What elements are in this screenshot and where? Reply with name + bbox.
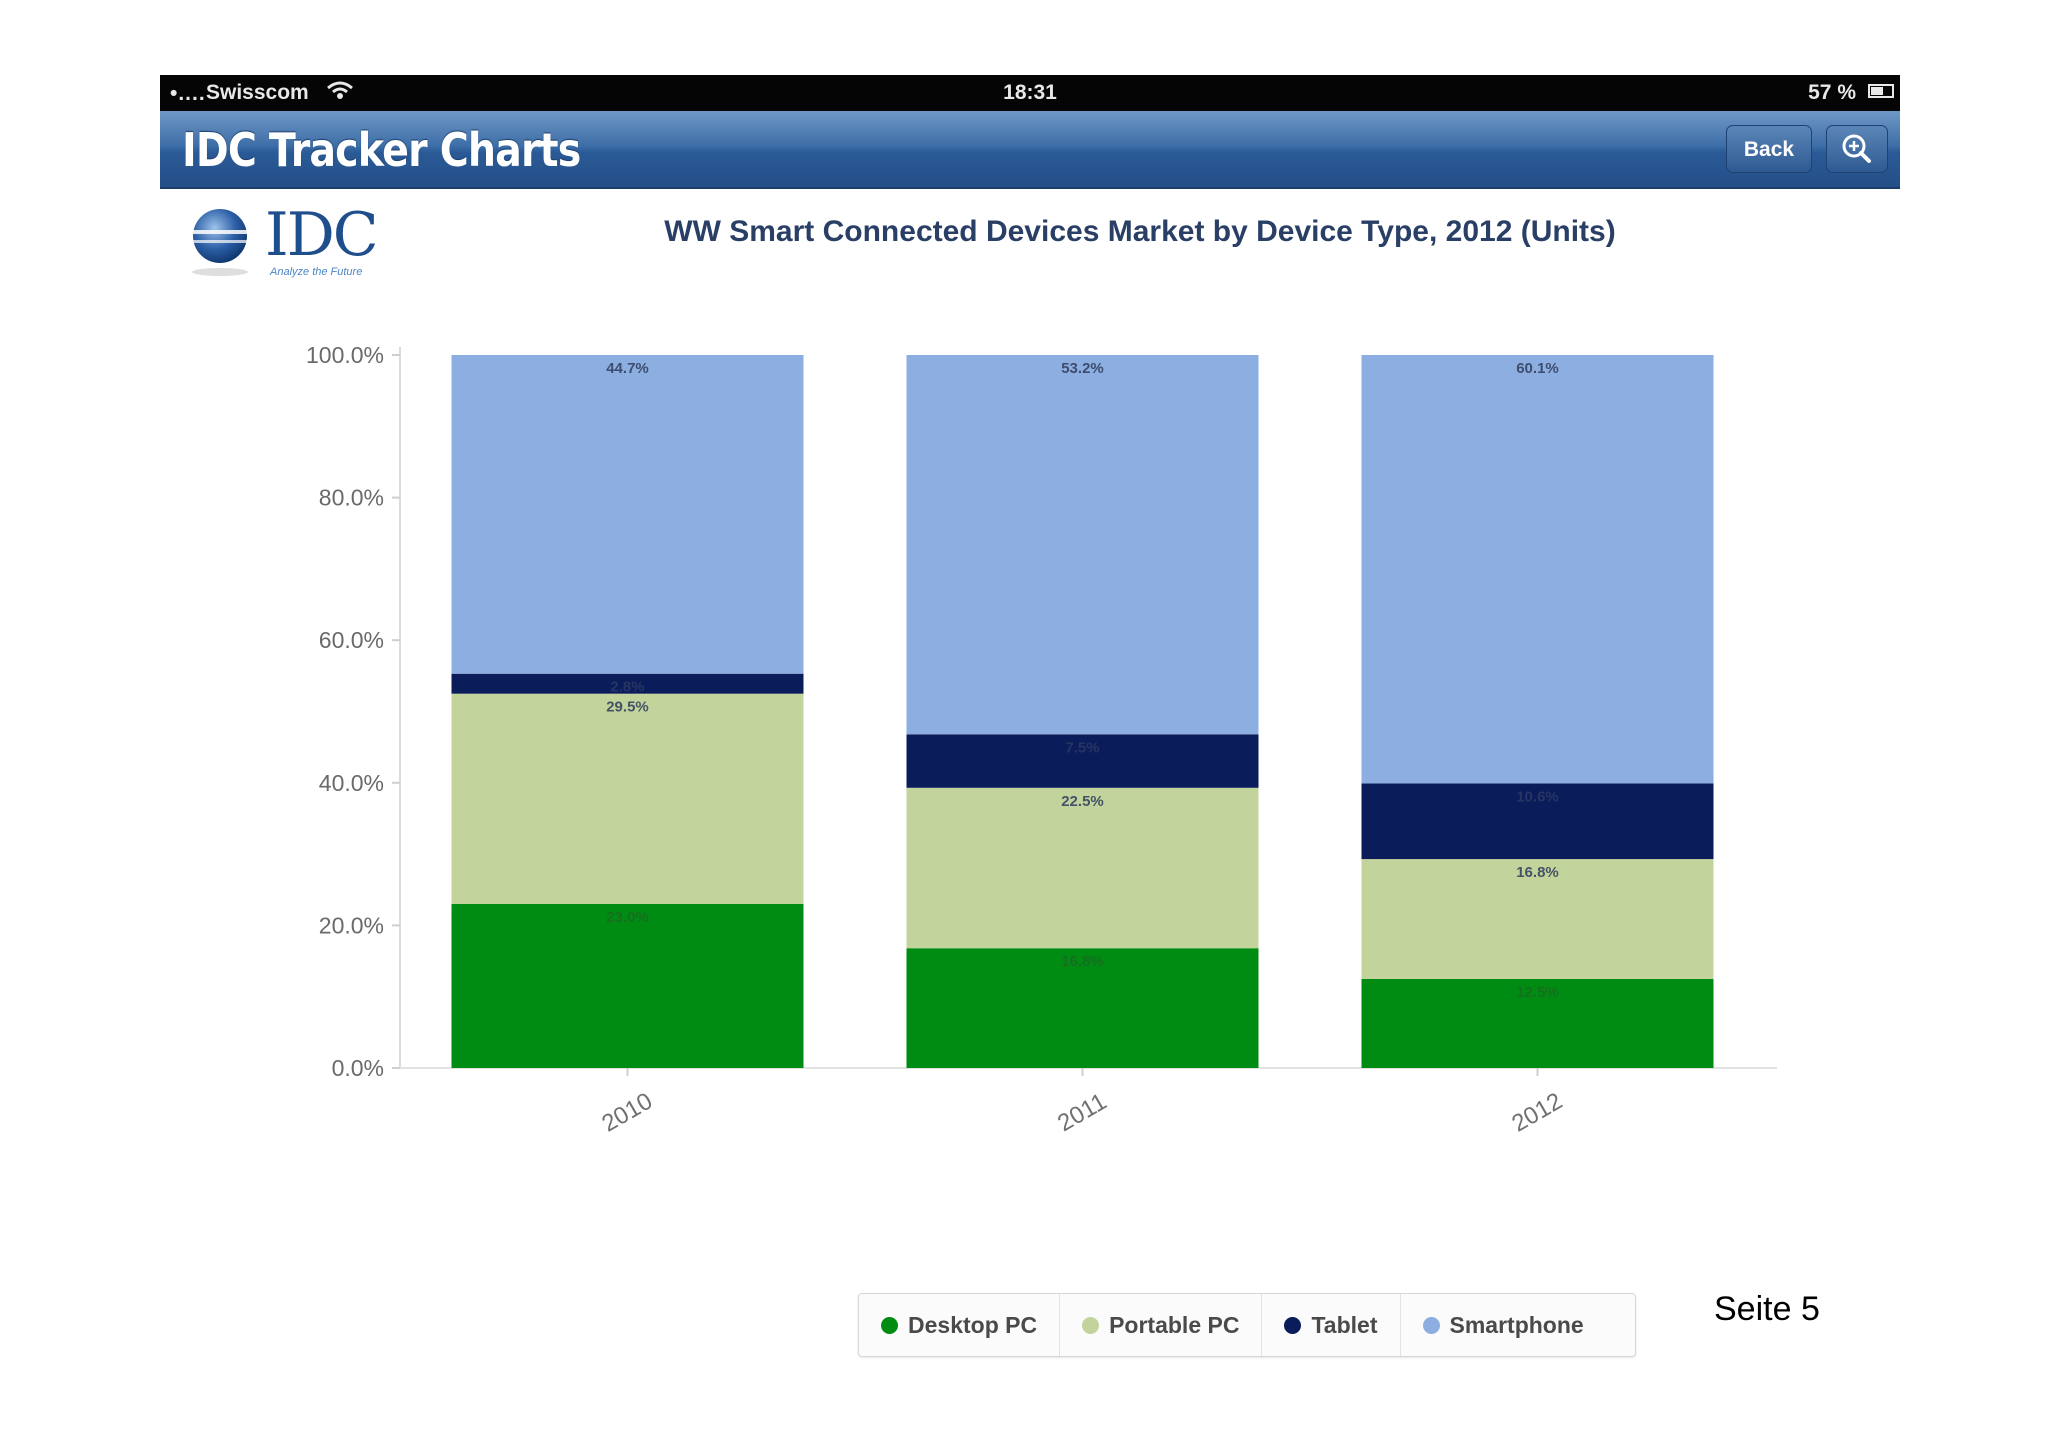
wifi-icon [325,79,355,107]
status-bar: •.... Swisscom 18:31 57 % [160,75,1900,111]
legend-dot-desktop-pc [881,1316,898,1334]
legend-label: Smartphone [1449,1311,1584,1338]
bar-segment-portable-pc-2010 [451,693,804,905]
y-tick-label: 60.0% [319,627,384,653]
globe-icon [186,209,254,276]
battery-level: 57 % [1808,81,1856,104]
zoom-button[interactable] [1826,125,1888,173]
data-label: 22.5% [1061,793,1104,810]
y-tick-label: 100.0% [306,342,384,368]
bar-segment-tablet-2011 [906,734,1259,788]
legend-label: Tablet [1311,1311,1378,1338]
zoom-in-icon [1842,134,1871,163]
data-label: 16.8% [1516,864,1559,881]
stacked-bar-chart: 0.0% 20.0% 40.0% 60.0% 80.0% 100.0% 23.0% 29.5%… [306,342,1777,1138]
legend-label: Desktop PC [908,1311,1038,1338]
nav-bar: IDC Tracker Charts Back [160,111,1900,189]
data-label: 10.6% [1516,789,1559,806]
legend-item-portable-pc[interactable]: Portable PC [1060,1294,1263,1356]
bar-segment-smartphone-2011 [906,355,1259,735]
y-tick-label: 20.0% [319,912,384,938]
legend-label: Portable PC [1109,1311,1240,1338]
app-title: IDC Tracker Charts [182,123,581,177]
bar-segment-smartphone-2010 [451,355,804,674]
legend-dot-smartphone [1422,1316,1440,1334]
chart-legend: Desktop PC Portable PC Tablet Smartphone [858,1293,1636,1357]
legend-item-desktop-pc[interactable]: Desktop PC [859,1294,1061,1356]
data-label: 29.5% [606,699,649,716]
data-label: 16.8% [1061,953,1104,970]
page-number: Seite 5 [1714,1290,1820,1328]
bar-segment-smartphone-2012 [1361,355,1714,784]
data-label: 44.7% [606,360,649,377]
y-tick-label: 40.0% [319,770,384,796]
data-label: 23.0% [606,909,649,926]
idc-logo: IDC Analyze the Future [180,200,400,285]
bar-segment-portable-pc-2012 [1361,859,1714,979]
battery-icon [1868,84,1894,98]
data-label: 7.5% [1065,739,1099,756]
bar-segment-desktop-pc-2010 [451,904,804,1068]
y-tick-label: 0.0% [332,1055,384,1081]
bar-segment-tablet-2010 [451,673,804,694]
carrier-name: Swisscom [206,81,309,104]
data-label: 12.5% [1516,984,1559,1001]
x-tick-label: 2011 [1053,1088,1111,1137]
logo-tagline: Analyze the Future [270,266,363,278]
data-label: 53.2% [1061,360,1104,377]
legend-item-smartphone[interactable]: Smartphone [1401,1294,1606,1356]
legend-item-tablet[interactable]: Tablet [1262,1294,1401,1356]
bar-segment-desktop-pc-2012 [1361,978,1714,1068]
chart-title: WW Smart Connected Devices Market by Dev… [664,215,1616,248]
x-tick-label: 2010 [597,1088,657,1138]
data-label: 2.8% [610,679,644,696]
bar-segment-desktop-pc-2011 [906,948,1259,1068]
back-button[interactable]: Back [1726,125,1812,173]
y-tick-label: 80.0% [319,485,384,511]
bar-segment-tablet-2012 [1361,783,1714,860]
device-screen: •.... Swisscom 18:31 57 % IDC Tracker Ch… [160,75,1900,1385]
bar-segment-portable-pc-2011 [906,787,1259,949]
data-label: 60.1% [1516,360,1559,377]
signal-strength: •.... [170,82,206,105]
logo-wordmark: IDC [265,200,379,270]
legend-dot-tablet [1284,1316,1302,1334]
clock: 18:31 [1003,81,1057,104]
x-tick-label: 2012 [1507,1088,1567,1138]
legend-dot-portable-pc [1082,1316,1100,1334]
